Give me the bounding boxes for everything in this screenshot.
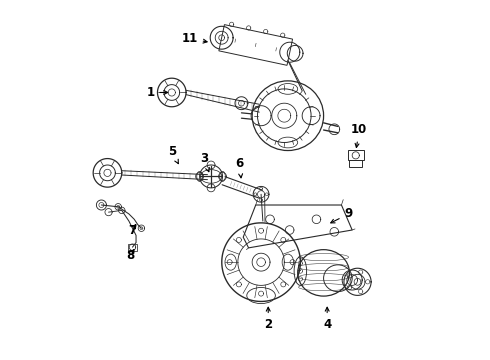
Text: 6: 6 [236, 157, 244, 178]
Text: 9: 9 [331, 207, 353, 223]
Text: 3: 3 [200, 152, 209, 172]
Text: 1: 1 [147, 86, 168, 99]
Text: 4: 4 [323, 307, 331, 331]
Text: 8: 8 [126, 248, 135, 261]
Text: 5: 5 [168, 145, 178, 164]
Text: 10: 10 [351, 123, 368, 148]
Text: 11: 11 [181, 32, 207, 45]
Text: 2: 2 [264, 307, 272, 331]
Text: 7: 7 [128, 224, 137, 237]
